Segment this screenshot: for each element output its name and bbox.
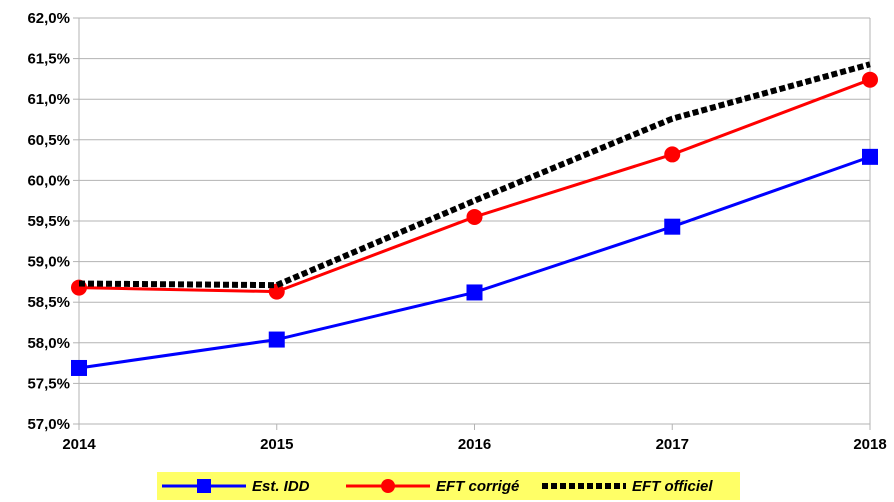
y-tick-label: 61,5%: [27, 51, 70, 68]
y-tick-label: 59,5%: [27, 213, 70, 230]
data-point-square: [466, 284, 483, 301]
y-tick-label: 62,0%: [27, 10, 70, 27]
y-tick-label: 58,5%: [27, 294, 70, 311]
x-tick-label: 2016: [458, 436, 491, 453]
data-point-square: [71, 359, 87, 376]
data-point-square: [664, 218, 681, 235]
legend: Est. IDD EFT corrigé EFT officiel: [157, 472, 740, 500]
legend-label: Est. IDD: [252, 478, 310, 495]
series-layer: [71, 61, 878, 376]
y-tick-label: 61,0%: [27, 91, 70, 108]
y-tick-label: 59,0%: [27, 254, 70, 271]
y-tick-label: 57,0%: [27, 416, 70, 433]
y-tick-label: 57,5%: [27, 375, 70, 392]
data-point-square: [268, 331, 285, 348]
legend-label: EFT corrigé: [436, 478, 519, 495]
legend-marker-square: [197, 479, 211, 493]
data-point-square: [862, 148, 878, 165]
x-tick-label: 2017: [656, 436, 689, 453]
x-tick-label: 2018: [853, 436, 886, 453]
axis-layer: 62,0% 61,5% 61,0% 60,5% 60,0% 59,5% 59,0% 58,5%…: [27, 10, 886, 453]
legend-background: [157, 472, 740, 500]
x-tick-label: 2015: [260, 436, 293, 453]
y-tick-label: 60,0%: [27, 172, 70, 189]
y-tick-label: 58,0%: [27, 335, 70, 352]
legend-label: EFT officiel: [632, 478, 713, 495]
legend-marker-circle: [381, 479, 395, 493]
data-point-circle: [466, 208, 483, 225]
x-tick-label: 2014: [62, 436, 96, 453]
y-tick-label: 60,5%: [27, 132, 70, 149]
series-line-eft-officiel: [78, 61, 871, 289]
data-point-circle: [862, 71, 878, 88]
data-point-circle: [664, 146, 681, 163]
